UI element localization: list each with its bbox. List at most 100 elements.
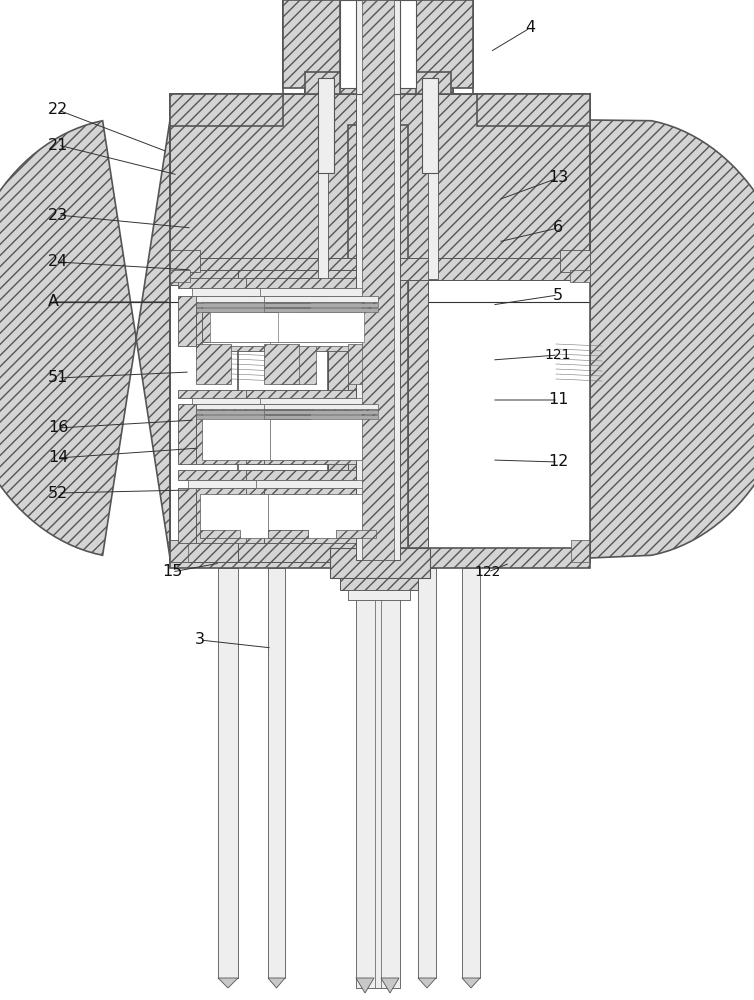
Bar	[356, 568, 375, 988]
Bar	[356, 568, 400, 988]
Bar	[270, 410, 372, 460]
Polygon shape	[418, 978, 436, 988]
Bar	[170, 540, 330, 562]
Bar	[178, 390, 320, 398]
Bar	[264, 344, 299, 384]
Bar	[192, 288, 310, 296]
Bar	[408, 280, 590, 562]
Bar	[256, 480, 378, 488]
Bar	[268, 568, 285, 978]
Bar	[192, 398, 310, 404]
Text: 11: 11	[547, 392, 569, 408]
Bar	[340, 0, 416, 88]
Text: 4: 4	[525, 20, 535, 35]
Bar	[381, 568, 400, 988]
Bar	[268, 530, 308, 538]
Bar	[264, 296, 378, 302]
Bar	[196, 404, 310, 409]
Text: 5: 5	[553, 288, 563, 302]
Bar	[188, 480, 310, 488]
Text: 16: 16	[48, 420, 68, 436]
Bar	[246, 296, 264, 346]
Bar	[170, 548, 590, 568]
Bar	[196, 344, 231, 384]
Bar	[416, 72, 451, 94]
Bar	[270, 302, 372, 346]
Bar	[196, 404, 310, 464]
Bar	[246, 404, 264, 464]
Bar	[246, 470, 388, 480]
Polygon shape	[356, 978, 374, 993]
Bar	[210, 312, 296, 342]
Bar	[170, 250, 200, 272]
Bar	[264, 296, 378, 351]
Bar	[336, 530, 376, 538]
Bar	[264, 415, 378, 419]
Bar	[428, 94, 438, 279]
Bar	[178, 488, 196, 543]
Bar	[422, 78, 438, 173]
Bar	[308, 296, 326, 346]
Bar	[170, 258, 590, 280]
Bar	[200, 530, 240, 538]
Bar	[356, 0, 400, 94]
Polygon shape	[462, 978, 480, 988]
Bar	[416, 0, 473, 88]
Bar	[268, 494, 376, 538]
Bar	[238, 540, 398, 562]
Bar	[196, 303, 310, 307]
Bar	[356, 0, 400, 560]
Bar	[348, 590, 410, 600]
Bar	[308, 404, 326, 464]
Bar	[418, 568, 436, 978]
Bar	[202, 410, 304, 460]
Bar	[318, 78, 334, 173]
Bar	[264, 404, 378, 464]
Text: 23: 23	[48, 208, 68, 223]
Bar	[328, 270, 348, 562]
Bar	[196, 488, 310, 543]
Bar	[278, 312, 364, 342]
Bar	[202, 312, 304, 342]
Bar	[178, 404, 196, 464]
Bar	[170, 94, 590, 562]
Text: 12: 12	[548, 454, 569, 470]
Bar	[170, 270, 330, 285]
Bar	[376, 488, 394, 543]
Bar	[200, 494, 308, 538]
Bar	[238, 270, 398, 285]
Bar	[264, 303, 378, 307]
Polygon shape	[590, 120, 754, 558]
Bar	[170, 94, 283, 126]
Bar	[196, 308, 310, 312]
Bar	[196, 410, 310, 414]
Bar	[571, 540, 589, 562]
Text: 51: 51	[48, 370, 68, 385]
Bar	[264, 308, 378, 312]
Polygon shape	[268, 978, 285, 988]
Bar	[330, 548, 430, 578]
Bar	[170, 540, 188, 562]
Bar	[462, 568, 480, 978]
Text: 22: 22	[48, 103, 68, 117]
Text: 13: 13	[548, 170, 568, 186]
Bar	[246, 390, 388, 398]
Bar	[348, 125, 408, 562]
Bar	[268, 530, 308, 538]
Text: 121: 121	[544, 348, 572, 362]
Bar	[260, 288, 378, 296]
Bar	[270, 312, 372, 342]
Bar	[264, 410, 378, 414]
Text: 24: 24	[48, 254, 68, 269]
Bar	[570, 270, 590, 282]
Text: 6: 6	[553, 221, 563, 235]
Text: 15: 15	[162, 564, 182, 580]
Bar	[196, 415, 310, 419]
Bar	[196, 296, 310, 351]
Text: A: A	[48, 294, 59, 310]
Bar	[264, 404, 378, 409]
Bar	[246, 278, 388, 288]
Bar	[196, 296, 310, 302]
Polygon shape	[0, 120, 170, 558]
Bar	[408, 270, 428, 562]
